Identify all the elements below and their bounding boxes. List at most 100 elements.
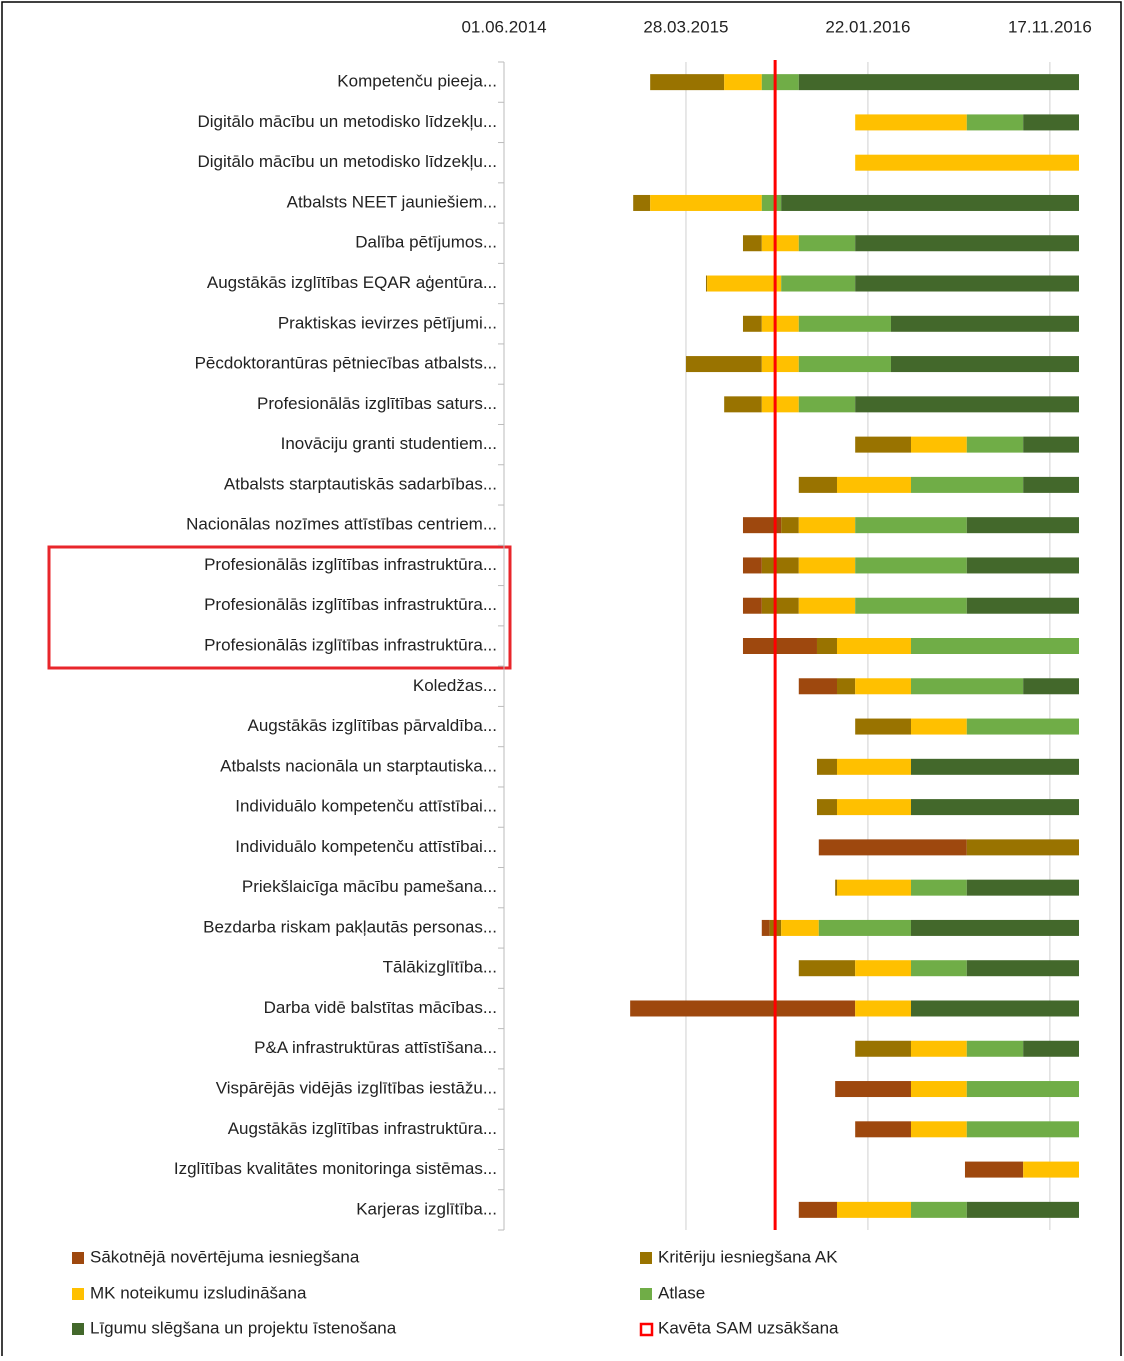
- bar-segment: [855, 154, 1079, 171]
- bar-segment: [910, 1000, 1079, 1017]
- bar-segment: [910, 476, 1024, 493]
- bar-segment: [966, 718, 1079, 735]
- bar-segment: [966, 839, 1079, 856]
- bar-segment: [855, 597, 967, 614]
- bar-segment: [685, 356, 762, 373]
- bar-segment: [855, 1000, 911, 1017]
- y-tick-label: Profesionālās izglītības saturs...: [257, 394, 497, 413]
- bar-segment: [910, 718, 967, 735]
- bar-segment: [910, 879, 967, 896]
- bar-segment: [761, 194, 782, 211]
- x-tick-label: 28.03.2015: [643, 17, 728, 36]
- bar-segment: [966, 597, 1079, 614]
- legend-label: Atlase: [658, 1283, 705, 1302]
- bar-segment: [781, 194, 1079, 211]
- y-tick-label: Kompetenču pieeja...: [337, 72, 497, 91]
- bar-segment: [798, 476, 837, 493]
- bar-segment: [836, 799, 911, 816]
- bar-segment: [742, 638, 817, 654]
- bar-segment: [966, 517, 1079, 534]
- bar-segment: [761, 235, 799, 252]
- bar-segment: [781, 517, 799, 534]
- bar-segment: [818, 919, 911, 936]
- y-tick-label: Individuālo kompetenču attīstībai...: [235, 837, 497, 856]
- x-tick-label: 17.11.2016: [1008, 17, 1092, 36]
- y-tick-label: Pēcdoktorantūras pētniecības atbalsts...: [195, 354, 497, 373]
- bar-segment: [724, 396, 762, 413]
- bar-segment: [742, 557, 762, 574]
- bar-segment: [855, 960, 911, 977]
- bar-segment: [910, 960, 967, 977]
- highlight-box: [47, 545, 512, 670]
- bar-segment: [855, 517, 967, 534]
- bar-segment: [910, 1201, 967, 1218]
- bar-segment: [855, 557, 967, 574]
- bar-segment: [910, 919, 1079, 936]
- bar-segment: [761, 74, 799, 91]
- y-tick-label: Augstākās izglītības pārvaldība...: [248, 716, 497, 735]
- bar-segment: [705, 275, 708, 292]
- bar-segment: [855, 114, 967, 131]
- legend-label: Līgumu slēgšana un projektu īstenošana: [90, 1318, 397, 1337]
- bar-segment: [742, 235, 762, 252]
- bar-segment: [816, 758, 837, 775]
- bar-segment: [836, 1201, 911, 1218]
- bar-segment: [966, 879, 1079, 896]
- bar-segment: [707, 275, 782, 292]
- y-tick-label: Vispārējās vidējās izglītības iestāžu...: [216, 1079, 497, 1098]
- bar-segment: [781, 919, 819, 936]
- y-tick-label: Praktiskas ievirzes pētījumi...: [278, 313, 497, 332]
- bar-segment: [1023, 436, 1079, 453]
- bar-segment: [855, 436, 911, 453]
- bar-segment: [910, 638, 1079, 654]
- bar-segment: [761, 597, 799, 614]
- y-tick-label: Priekšlaicīga mācību pamešana...: [242, 877, 497, 896]
- y-tick-label: Darba vidē balstītas mācības...: [264, 998, 497, 1017]
- bar-segment: [761, 919, 770, 936]
- bar-segment: [742, 597, 762, 614]
- y-tick-label: Digitālo mācību un metodisko līdzekļu...: [197, 112, 497, 131]
- bar-segment: [742, 517, 782, 534]
- bar-segment: [836, 678, 856, 695]
- legend-label: Kavēta SAM uzsākšana: [658, 1318, 839, 1337]
- x-tick-label: 01.06.2014: [461, 17, 546, 36]
- bar-segment: [910, 1121, 967, 1138]
- y-tick-label: Dalība pētījumos...: [355, 233, 497, 252]
- y-tick-label: Atbalsts nacionāla un starptautiska...: [220, 756, 497, 775]
- bar-segment: [836, 476, 911, 493]
- bar-segment: [1023, 678, 1079, 695]
- y-tick-label: Atbalsts NEET jauniešiem...: [287, 192, 497, 211]
- y-tick-label: Izglītības kvalitātes monitoringa sistēm…: [174, 1159, 497, 1178]
- y-tick-label: Augstākās izglītības EQAR aģentūra...: [207, 273, 497, 292]
- bar-segment: [855, 275, 1079, 292]
- bar-segment: [910, 1040, 967, 1057]
- y-tick-label: Nacionālas nozīmes attīstības centriem..…: [186, 515, 497, 534]
- bar-segment: [798, 396, 856, 413]
- y-tick-label: Inovāciju granti studentiem...: [281, 434, 497, 453]
- bar-segment: [1023, 1040, 1079, 1057]
- bar-segment: [836, 638, 911, 654]
- bar-segment: [835, 879, 837, 896]
- bar-segment: [910, 1081, 967, 1098]
- bar-segment: [650, 74, 725, 91]
- bar-segment: [818, 839, 967, 856]
- bar-segment: [781, 275, 856, 292]
- bar-segment: [855, 235, 1079, 252]
- bar-segment: [761, 396, 799, 413]
- y-tick-label: Profesionālās izglītības infrastruktūra.…: [204, 595, 497, 614]
- bar-segment: [910, 678, 1024, 695]
- bar-segment: [835, 1081, 911, 1098]
- y-tick-label: Profesionālās izglītības infrastruktūra.…: [204, 635, 497, 654]
- bar-segment: [855, 1040, 911, 1057]
- legend-label: Sākotnējā novērtējuma iesniegšana: [90, 1247, 360, 1266]
- bar-segment: [855, 718, 911, 735]
- bar-segment: [966, 436, 1024, 453]
- bar-segment: [966, 1040, 1024, 1057]
- bar-segment: [966, 960, 1079, 977]
- bar-segment: [798, 74, 1079, 91]
- bar-segment: [816, 638, 837, 654]
- bar-segment: [966, 1201, 1079, 1218]
- bar-segment: [966, 1081, 1079, 1098]
- bar-segment: [798, 557, 856, 574]
- legend-swatch: [639, 1322, 654, 1337]
